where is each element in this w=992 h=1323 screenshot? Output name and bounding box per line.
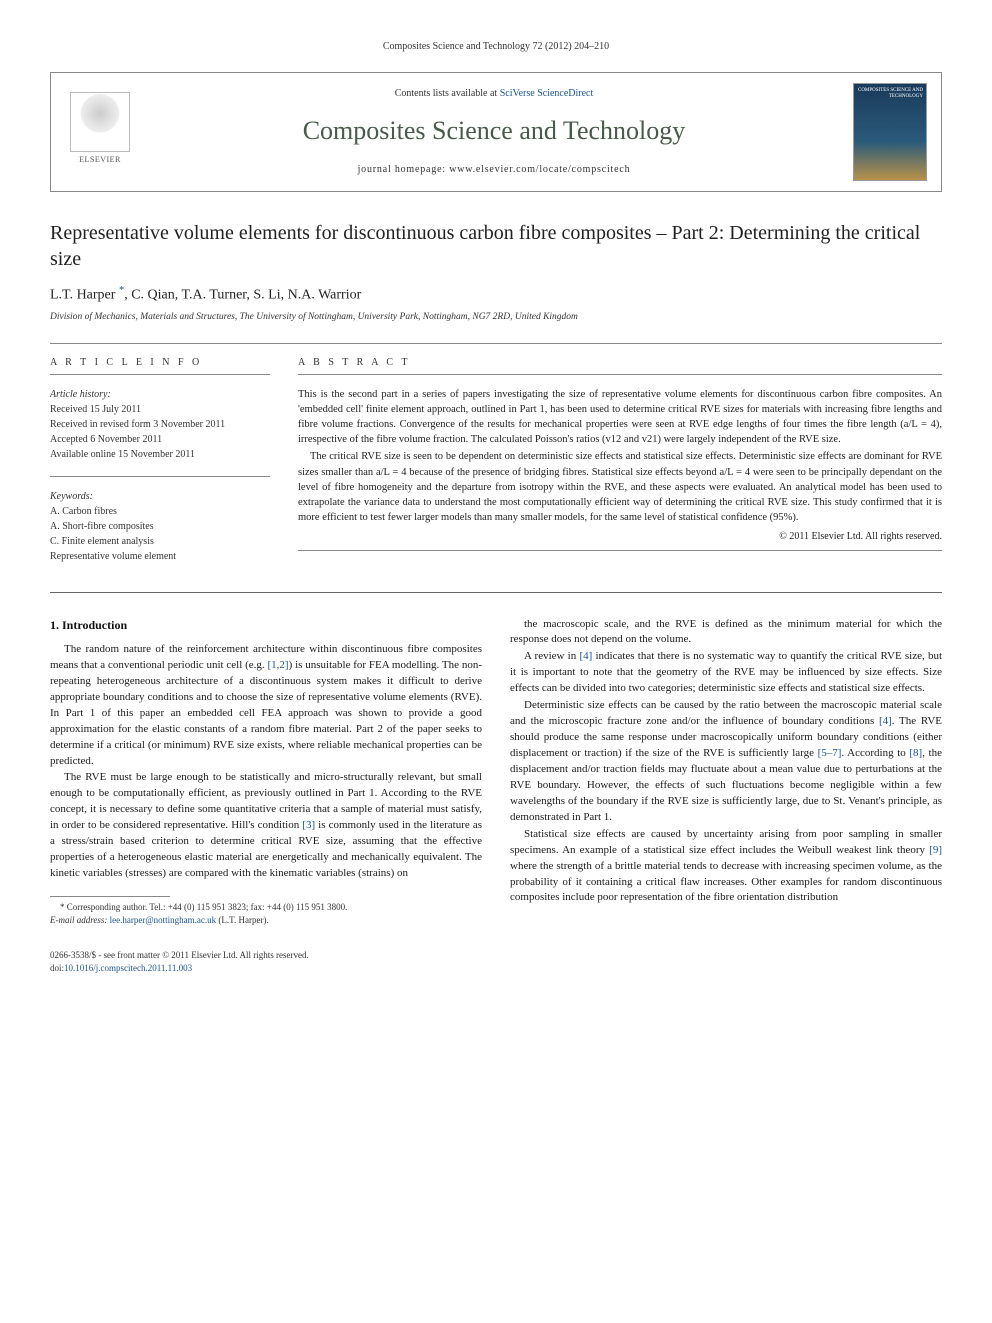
divider (50, 476, 270, 477)
corresponding-author-footnote: * Corresponding author. Tel.: +44 (0) 11… (50, 901, 482, 927)
article-info-column: A R T I C L E I N F O Article history: R… (50, 356, 270, 564)
footnote-separator (50, 896, 170, 897)
email-label: E-mail address: (50, 915, 107, 925)
citation-link[interactable]: [1,2] (268, 659, 289, 671)
history-line: Available online 15 November 2011 (50, 447, 270, 462)
citation-link[interactable]: [5–7] (818, 747, 842, 759)
journal-homepage: journal homepage: www.elsevier.com/locat… (151, 163, 837, 177)
doi-link[interactable]: 10.1016/j.compscitech.2011.11.003 (64, 963, 192, 973)
journal-cover-thumb: COMPOSITES SCIENCE AND TECHNOLOGY (853, 83, 927, 181)
keywords-block: Keywords: A. Carbon fibres A. Short-fibr… (50, 489, 270, 564)
info-abstract-row: A R T I C L E I N F O Article history: R… (50, 356, 942, 564)
history-label: Article history: (50, 387, 270, 402)
doi-prefix: doi: (50, 963, 64, 973)
footnote-text: Corresponding author. Tel.: +44 (0) 115 … (67, 902, 348, 912)
citation-link[interactable]: [8] (909, 747, 922, 759)
journal-masthead: ELSEVIER Contents lists available at Sci… (50, 72, 942, 192)
body-para: The RVE must be large enough to be stati… (50, 770, 482, 882)
body-para: A review in [4] indicates that there is … (510, 649, 942, 697)
divider (298, 374, 942, 375)
divider (50, 374, 270, 375)
abstract-heading: A B S T R A C T (298, 356, 942, 370)
abstract-para: The critical RVE size is seen to be depe… (298, 449, 942, 525)
body-para: The random nature of the reinforcement a… (50, 642, 482, 770)
citation-link[interactable]: [9] (929, 844, 942, 856)
footer-left: 0266-3538/$ - see front matter © 2011 El… (50, 949, 309, 974)
history-line: Received 15 July 2011 (50, 402, 270, 417)
article-info-heading: A R T I C L E I N F O (50, 356, 270, 370)
doi-line: doi:10.1016/j.compscitech.2011.11.003 (50, 962, 309, 975)
sciencedirect-link[interactable]: SciVerse ScienceDirect (500, 88, 594, 99)
intro-heading: 1. Introduction (50, 617, 482, 634)
abstract-text: This is the second part in a series of p… (298, 387, 942, 544)
citation-link[interactable]: [4] (879, 715, 892, 727)
affiliation: Division of Mechanics, Materials and Str… (50, 311, 942, 324)
abstract-column: A B S T R A C T This is the second part … (298, 356, 942, 564)
footnote-mark: * (60, 902, 65, 912)
history-line: Accepted 6 November 2011 (50, 432, 270, 447)
history-line: Received in revised form 3 November 2011 (50, 417, 270, 432)
keyword: Representative volume element (50, 549, 270, 564)
article-history: Article history: Received 15 July 2011 R… (50, 387, 270, 462)
body-text: 1. Introduction The random nature of the… (50, 617, 942, 928)
copyright-line: © 2011 Elsevier Ltd. All rights reserved… (298, 530, 942, 545)
contents-prefix: Contents lists available at (395, 88, 500, 99)
journal-center-block: Contents lists available at SciVerse Sci… (151, 87, 837, 177)
abstract-para: This is the second part in a series of p… (298, 387, 942, 448)
homepage-prefix: journal homepage: (358, 164, 450, 175)
front-matter-line: 0266-3538/$ - see front matter © 2011 El… (50, 949, 309, 962)
running-header: Composites Science and Technology 72 (20… (50, 40, 942, 54)
email-suffix: (L.T. Harper). (218, 915, 268, 925)
journal-title: Composites Science and Technology (151, 113, 837, 149)
keywords-label: Keywords: (50, 489, 270, 504)
citation-link[interactable]: [3] (302, 819, 315, 831)
keyword: A. Carbon fibres (50, 504, 270, 519)
cover-label: COMPOSITES SCIENCE AND TECHNOLOGY (854, 88, 923, 99)
divider (50, 343, 942, 344)
keyword: C. Finite element analysis (50, 534, 270, 549)
publisher-logo: ELSEVIER (65, 92, 135, 172)
publisher-name: ELSEVIER (79, 154, 121, 165)
page-footer: 0266-3538/$ - see front matter © 2011 El… (50, 949, 942, 974)
body-para: Deterministic size effects can be caused… (510, 698, 942, 826)
citation-link[interactable]: [4] (579, 650, 592, 662)
contents-available: Contents lists available at SciVerse Sci… (151, 87, 837, 101)
keyword: A. Short-fibre composites (50, 519, 270, 534)
homepage-url[interactable]: www.elsevier.com/locate/compscitech (449, 164, 630, 175)
divider (298, 550, 942, 551)
section-divider (50, 592, 942, 593)
elsevier-tree-icon (70, 92, 130, 152)
body-para: the macroscopic scale, and the RVE is de… (510, 617, 942, 649)
author-email-link[interactable]: lee.harper@nottingham.ac.uk (110, 915, 217, 925)
author-list: L.T. Harper *, C. Qian, T.A. Turner, S. … (50, 284, 942, 305)
article-title: Representative volume elements for disco… (50, 220, 942, 272)
body-para: Statistical size effects are caused by u… (510, 827, 942, 907)
